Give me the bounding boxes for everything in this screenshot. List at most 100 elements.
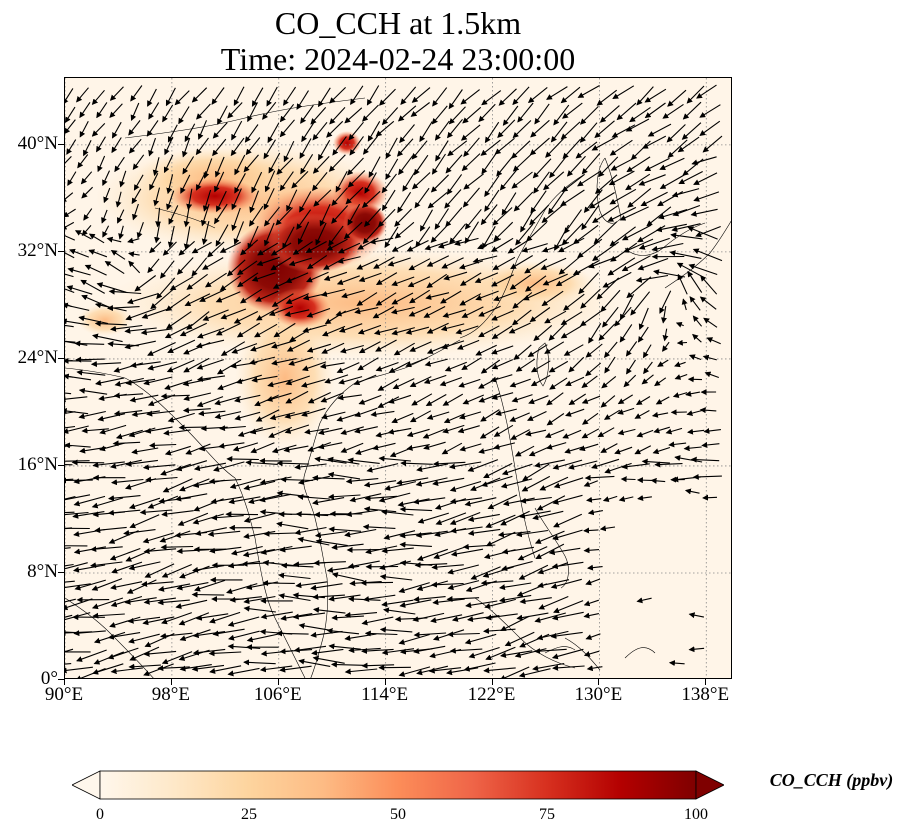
wind-arrow	[431, 105, 448, 125]
wind-arrow	[65, 425, 76, 429]
wind-arrow	[449, 223, 467, 244]
wind-arrow	[493, 424, 514, 437]
wind-arrow	[565, 408, 585, 417]
wind-arrow	[128, 427, 156, 438]
wind-arrow	[285, 390, 309, 404]
wind-arrow	[65, 562, 88, 570]
wind-arrow	[511, 394, 533, 403]
wind-arrow	[448, 89, 463, 110]
wind-arrow	[568, 356, 585, 373]
wind-arrow	[484, 175, 500, 198]
wind-arrow	[327, 493, 361, 500]
wind-arrow	[162, 241, 177, 256]
wind-arrow	[284, 309, 310, 317]
wind-arrow	[449, 480, 482, 492]
wind-arrow	[195, 137, 209, 156]
wind-arrow	[591, 458, 620, 470]
wind-arrow	[191, 241, 212, 254]
wind-arrow	[583, 650, 600, 657]
lat-tick-label: 0°	[40, 668, 58, 689]
wind-arrow	[492, 256, 516, 270]
wind-arrow	[108, 288, 142, 295]
wind-arrow	[231, 188, 242, 211]
wind-arrow	[553, 104, 570, 126]
wind-arrow	[336, 362, 360, 374]
wind-arrow	[400, 460, 433, 467]
wind-arrow	[510, 255, 533, 270]
wind-arrow	[255, 307, 279, 321]
wind-arrow	[149, 172, 159, 191]
wind-arrow	[512, 153, 533, 172]
wind-arrow	[312, 655, 345, 664]
wind-arrow	[113, 410, 143, 417]
wind-arrow	[502, 105, 519, 126]
wind-arrow	[448, 106, 466, 125]
wind-arrow	[413, 596, 446, 603]
wind-arrow	[164, 445, 191, 456]
wind-arrow	[490, 237, 514, 252]
wind-arrow	[388, 394, 412, 404]
wind-arrow	[682, 101, 702, 120]
wind-arrow	[630, 140, 651, 161]
wind-arrow	[387, 257, 411, 267]
wind-arrow	[515, 223, 534, 246]
wind-arrow	[604, 462, 632, 474]
wind-arrow	[444, 189, 462, 209]
wind-arrow	[592, 205, 619, 224]
wind-arrow	[65, 563, 74, 567]
wind-arrow	[379, 573, 413, 581]
wind-arrow	[76, 369, 106, 376]
wind-arrow	[159, 530, 191, 543]
wind-arrow	[636, 429, 654, 438]
wind-arrow	[83, 208, 93, 221]
wind-arrow	[558, 237, 585, 253]
wind-arrow	[700, 275, 718, 295]
wind-arrow	[150, 288, 174, 310]
wind-arrow	[214, 171, 225, 193]
wind-arrow	[562, 102, 583, 119]
colorbar-tick-label: 50	[390, 806, 406, 823]
wind-arrow	[73, 564, 106, 573]
wind-arrow	[78, 410, 106, 420]
wind-arrow	[264, 170, 276, 193]
wind-arrow	[227, 102, 243, 119]
wind-arrow	[594, 120, 615, 139]
wind-arrow	[415, 226, 431, 248]
wind-arrow	[338, 323, 363, 333]
wind-arrow	[581, 153, 601, 175]
wind-arrow	[216, 190, 227, 213]
wind-arrow	[623, 374, 637, 388]
wind-arrow	[279, 119, 295, 138]
wind-arrow	[348, 121, 364, 141]
wind-arrow	[578, 272, 599, 295]
wind-arrow	[270, 257, 292, 271]
wind-arrow	[495, 408, 517, 417]
wind-arrow	[328, 643, 361, 650]
wind-arrow	[81, 427, 109, 434]
wind-arrow	[110, 249, 126, 260]
wind-arrow	[398, 155, 414, 176]
wind-arrow	[226, 455, 259, 462]
wind-arrow	[331, 187, 348, 207]
wind-arrow	[232, 442, 259, 452]
wind-arrow	[65, 478, 74, 481]
wind-arrow	[478, 305, 501, 317]
wind-arrow	[237, 272, 259, 288]
wind-arrow	[602, 495, 618, 502]
wind-arrow	[585, 362, 602, 377]
wind-arrow	[259, 665, 293, 673]
wind-arrow	[381, 547, 414, 554]
map-subtitle-time: Time: 2024-02-24 23:00:00	[220, 41, 576, 77]
wind-arrow	[167, 225, 175, 248]
wind-arrow	[581, 428, 600, 439]
wind-arrow	[75, 667, 106, 678]
colorbar	[72, 770, 724, 800]
wind-arrow	[598, 323, 616, 341]
wind-arrow	[671, 223, 701, 233]
wind-arrow	[370, 410, 395, 418]
wind-arrow	[384, 226, 399, 249]
wind-arrow	[174, 90, 190, 106]
wind-arrow	[65, 598, 76, 603]
wind-arrow	[315, 538, 348, 547]
wind-arrow	[669, 250, 702, 259]
